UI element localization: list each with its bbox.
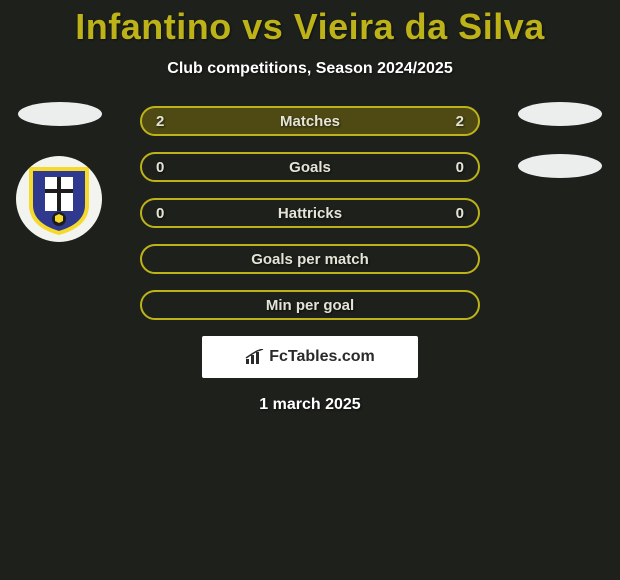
stat-bar: Min per goal — [140, 290, 480, 320]
stat-value-right: 2 — [456, 113, 464, 130]
subtitle: Club competitions, Season 2024/2025 — [0, 60, 620, 78]
stat-label: Matches — [280, 113, 340, 130]
stat-bar: 2 Matches 2 — [140, 106, 480, 136]
page-title: Infantino vs Vieira da Silva — [0, 0, 620, 48]
comparison-panel: 2 Matches 2 0 Goals 0 0 Hattricks 0 Goals per mat… — [0, 106, 620, 414]
watermark: FcTables.com — [202, 336, 418, 378]
stat-label: Goals per match — [251, 251, 369, 268]
right-player-slots — [518, 102, 602, 206]
club-badge-icon — [27, 163, 91, 235]
stat-value-right: 0 — [456, 205, 464, 222]
stat-bars: 2 Matches 2 0 Goals 0 0 Hattricks 0 Goals per mat… — [140, 106, 480, 320]
player-placeholder — [18, 102, 102, 126]
stat-value-left: 2 — [156, 113, 164, 130]
club-badge — [16, 156, 102, 242]
left-player-slots — [18, 102, 102, 154]
stat-value-left: 0 — [156, 159, 164, 176]
stat-value-left: 0 — [156, 205, 164, 222]
player-placeholder — [518, 102, 602, 126]
stat-bar: 0 Hattricks 0 — [140, 198, 480, 228]
chart-icon — [245, 349, 265, 365]
stat-label: Hattricks — [278, 205, 342, 222]
stat-label: Min per goal — [266, 297, 354, 314]
player-placeholder — [518, 154, 602, 178]
watermark-text: FcTables.com — [269, 348, 375, 366]
date-label: 1 march 2025 — [0, 396, 620, 414]
stat-label: Goals — [289, 159, 331, 176]
stat-bar: Goals per match — [140, 244, 480, 274]
stat-value-right: 0 — [456, 159, 464, 176]
stat-bar: 0 Goals 0 — [140, 152, 480, 182]
